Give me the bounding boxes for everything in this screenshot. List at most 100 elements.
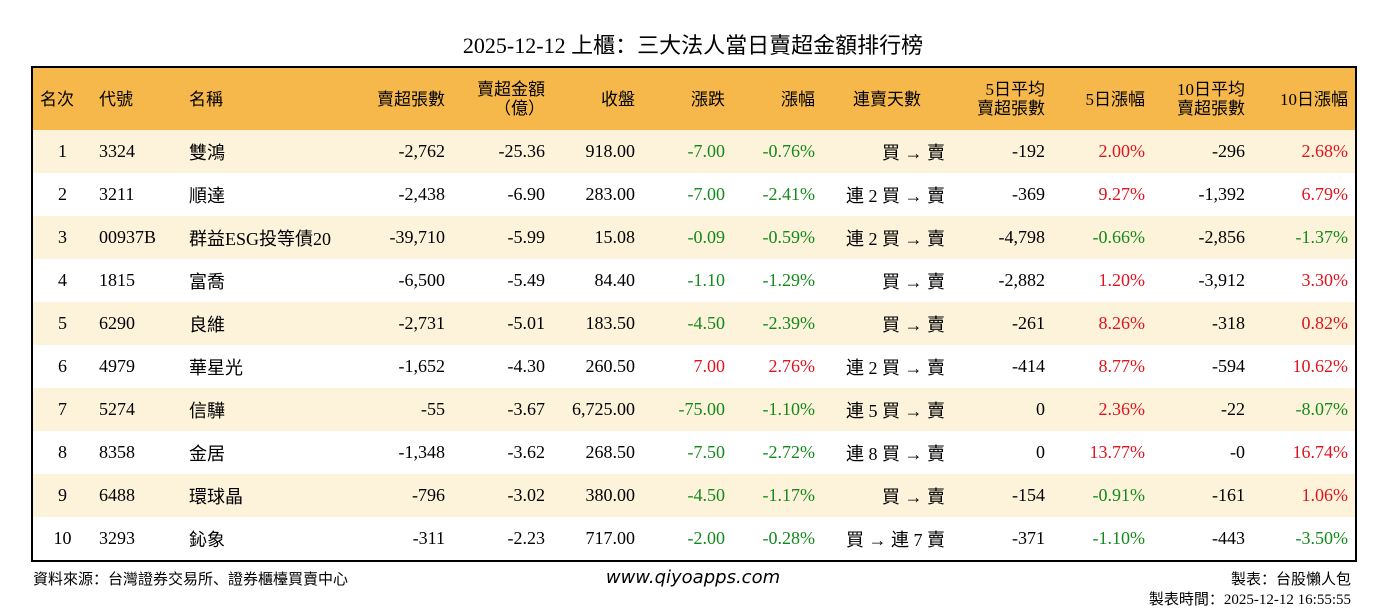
table-cell: -5.49 [507,270,546,290]
table-cell: 4979 [99,356,135,376]
table-cell: -594 [1212,356,1245,376]
table-cell: -3,912 [1198,270,1246,290]
table-cell: 2.76% [768,356,816,376]
table-cell: 雙鴻 [182,130,357,173]
table-cell: -0.66% [1052,216,1152,259]
table-cell: -2,762 [357,130,452,173]
table-cell: 金居 [189,443,225,464]
table-cell: -0.59% [732,216,822,259]
table-cell: -4.50 [642,302,732,345]
table-cell: 買 → 賣 [822,474,952,517]
table-cell: 00937B [92,216,182,259]
table-cell: -1,392 [1198,184,1246,204]
table-cell: 連 5 買 → 賣 [822,388,952,431]
column-header: 5日平均 賣超張數 [952,67,1052,130]
table-cell: 連 2 買 → 賣 [846,357,945,378]
table-cell: -2.72% [762,442,816,462]
table-cell: -2,856 [1152,216,1252,259]
table-cell: 2.00% [1052,130,1152,173]
column-header: 10日漲幅 [1252,67,1356,130]
table-cell: 16.74% [1292,442,1349,462]
table-cell: -1.29% [762,270,816,290]
table-cell: 1.06% [1252,474,1356,517]
table-cell: -414 [1012,356,1045,376]
table-cell: 0 [952,388,1052,431]
table-cell: -3.02 [452,474,552,517]
table-cell: 9.27% [1098,184,1146,204]
table-cell: -2.41% [762,184,816,204]
table-cell: -154 [952,474,1052,517]
table-cell: 連 8 買 → 賣 [846,443,945,464]
table-cell: -1,348 [398,442,446,462]
table-row: 5 6290 良維 -2,731 -5.01 183.50 -4.50 -2.39% 買 → 賣… [32,302,1356,345]
table-cell: -7.00 [642,130,732,173]
column-header: 收盤 [552,67,642,130]
table-cell: -6.90 [507,184,546,204]
title: 2025-12-12 上櫃：三大法人當日賣超金額排行榜 [462,33,924,58]
column-header: 賣超張數 [357,67,452,130]
column-header: 5日漲幅 [1052,67,1152,130]
table-cell: -2,882 [998,270,1046,290]
table-cell: -4.30 [507,356,546,376]
table-cell: 0 [1036,442,1045,462]
table-cell: 1 [32,130,92,173]
column-header: 名稱 [182,67,357,130]
table-cell: 7 [32,388,92,431]
table-cell: 15.08 [552,216,642,259]
website: www.qiyoapps.com [605,567,781,588]
table-cell: 信驊 [182,388,357,431]
table-cell: -8.07% [1252,388,1356,431]
table-cell: -75.00 [642,388,732,431]
table-cell: -39,710 [357,216,452,259]
table-cell: -0 [1230,442,1245,462]
table-cell: 3293 [99,528,135,548]
table-cell: 260.50 [585,356,636,376]
table-cell: -318 [1152,302,1252,345]
author: 製表：台股懶人包 [1230,572,1351,588]
table-cell: 3211 [99,184,135,204]
table-cell: 283.00 [585,184,636,204]
table-cell: 13.77% [1089,442,1146,462]
table-cell: -2.00 [687,528,726,548]
table-cell: 2.68% [1252,130,1356,173]
table-row: 7 5274 信驊 -55 -3.67 6,725.00 -75.00 -1.10% 連 5 買… [32,388,1356,431]
table-cell: -1.10% [1092,528,1146,548]
table-cell: 10 [53,528,72,548]
table-cell: -3.50% [1295,528,1349,548]
table-cell: -0.91% [1052,474,1152,517]
table-cell: -3.62 [507,442,546,462]
column-header: 代號 [92,67,182,130]
table-cell: -25.36 [452,130,552,173]
table-cell: 8 [58,442,67,462]
table-cell: -55 [357,388,452,431]
table-cell: 5274 [92,388,182,431]
table-cell: 順達 [189,185,225,206]
table-row: 10 3293 鈊象 -311 -2.23 717.00 -2.00 -0.28% 買 → 連 … [32,517,1356,561]
table-cell: 連 2 買 → 賣 [846,185,945,206]
table-cell: -1,652 [398,356,446,376]
table-cell: 268.50 [585,442,636,462]
ranking-table: 名次 代號 名稱 賣超張數 賣超金額 （億） 收盤 漲跌 漲幅 連賣天數 5日平均 賣超張數 5日漲… [31,66,1357,562]
table-cell: 良維 [182,302,357,345]
table-cell: -4.50 [642,474,732,517]
column-header: 漲跌 [642,67,732,130]
table-cell: -443 [1212,528,1245,548]
table-cell: -22 [1152,388,1252,431]
table-cell: -311 [412,528,445,548]
table-cell: -296 [1152,130,1252,173]
table-row: 1 3324 雙鴻 -2,762 -25.36 918.00 -7.00 -0.76% 買 → … [32,130,1356,173]
source: 資料來源：台灣證券交易所、證券櫃檯買賣中心 [33,572,349,588]
table-row: 9 6488 環球晶 -796 -3.02 380.00 -4.50 -1.17% 買 → 賣-… [32,474,1356,517]
table-cell: 華星光 [189,357,243,378]
table-cell: -7.50 [687,442,726,462]
table-cell: 380.00 [552,474,642,517]
column-header: 名次 [32,67,92,130]
table-cell: -5.99 [452,216,552,259]
table-cell: -0.76% [732,130,822,173]
table-cell: -371 [1012,528,1045,548]
table-cell: -7.00 [687,184,726,204]
table-cell: 買 → 連 7 賣 [846,529,945,550]
table-cell: 7.00 [693,356,726,376]
table-row: 3 00937B 群益ESG投等債20 -39,710 -5.99 15.08 -0.09-… [32,216,1356,259]
table-cell: 918.00 [552,130,642,173]
